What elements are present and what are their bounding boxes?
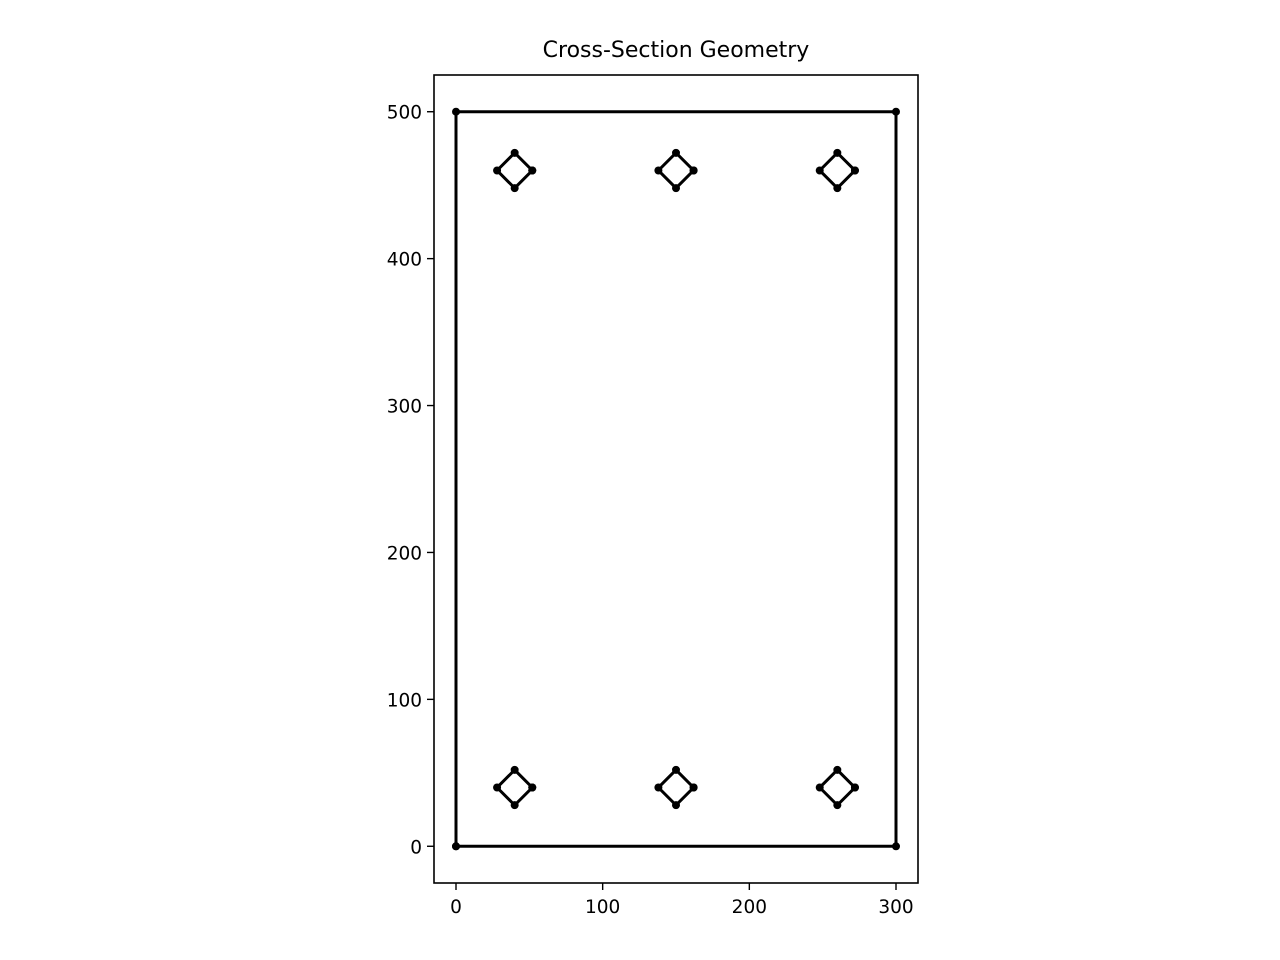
x-tick-label: 200 <box>732 897 767 918</box>
series-layer <box>452 107 900 851</box>
x-tick-label: 0 <box>450 897 462 918</box>
data-point-1-3 <box>510 801 519 810</box>
data-point-2-3 <box>672 801 680 810</box>
y-tick-label: 400 <box>387 250 422 271</box>
y-tick-label: 200 <box>387 543 422 564</box>
data-point-1-2 <box>493 783 502 792</box>
y-tick-label: 300 <box>387 397 422 418</box>
data-point-6-3 <box>833 184 842 193</box>
series-line-5 <box>656 150 695 191</box>
data-point-0-1 <box>892 842 900 851</box>
data-point-3-4 <box>850 783 859 792</box>
data-point-5-2 <box>654 166 663 175</box>
axes-layer: 0 100 200 300 0 100 200 300 400 500 <box>387 74 919 918</box>
plot-frame <box>433 74 919 884</box>
data-point-0-2 <box>892 107 900 116</box>
y-tick-label: 500 <box>387 103 422 124</box>
data-point-5-4 <box>689 166 698 175</box>
y-tick-label: 0 <box>410 837 422 858</box>
series-line-0 <box>454 110 898 848</box>
data-point-1-4 <box>528 783 537 792</box>
data-point-3-2 <box>815 783 824 792</box>
series-line-6 <box>817 150 856 191</box>
data-point-2-1 <box>672 765 680 774</box>
data-point-6-4 <box>850 166 859 175</box>
series-line-1 <box>494 767 534 808</box>
data-point-4-2 <box>493 166 502 175</box>
data-point-5-3 <box>672 184 680 193</box>
data-point-4-1 <box>510 148 519 157</box>
x-tick-label: 100 <box>585 897 620 918</box>
data-point-3-1 <box>833 765 842 774</box>
data-point-1-1 <box>510 765 519 774</box>
series-line-4 <box>494 150 534 191</box>
data-point-6-2 <box>815 166 824 175</box>
series-line-2 <box>656 767 695 808</box>
data-point-0-4 <box>452 842 460 851</box>
data-point-4-3 <box>510 184 519 193</box>
data-point-3-3 <box>833 801 842 810</box>
series-line-3 <box>817 767 856 808</box>
data-point-2-2 <box>654 783 663 792</box>
chart-title: Cross-Section Geometry <box>543 38 810 63</box>
data-point-2-4 <box>689 783 698 792</box>
x-tick-label: 300 <box>878 897 913 918</box>
data-point-5-1 <box>672 148 680 157</box>
y-tick-label: 100 <box>387 690 422 711</box>
data-point-6-1 <box>833 148 842 157</box>
data-point-0-3 <box>452 107 460 116</box>
data-point-4-4 <box>528 166 537 175</box>
